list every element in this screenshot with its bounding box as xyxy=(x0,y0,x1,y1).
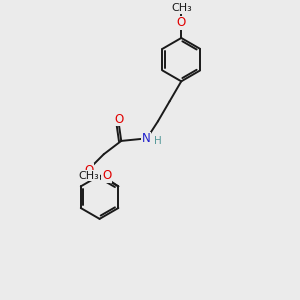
Text: CH₃: CH₃ xyxy=(78,170,99,181)
Text: O: O xyxy=(102,169,111,182)
Text: O: O xyxy=(114,113,123,126)
Text: O: O xyxy=(85,164,94,177)
Text: H: H xyxy=(154,136,162,146)
Text: CH₃: CH₃ xyxy=(171,3,192,14)
Text: O: O xyxy=(177,16,186,29)
Text: N: N xyxy=(142,132,151,145)
